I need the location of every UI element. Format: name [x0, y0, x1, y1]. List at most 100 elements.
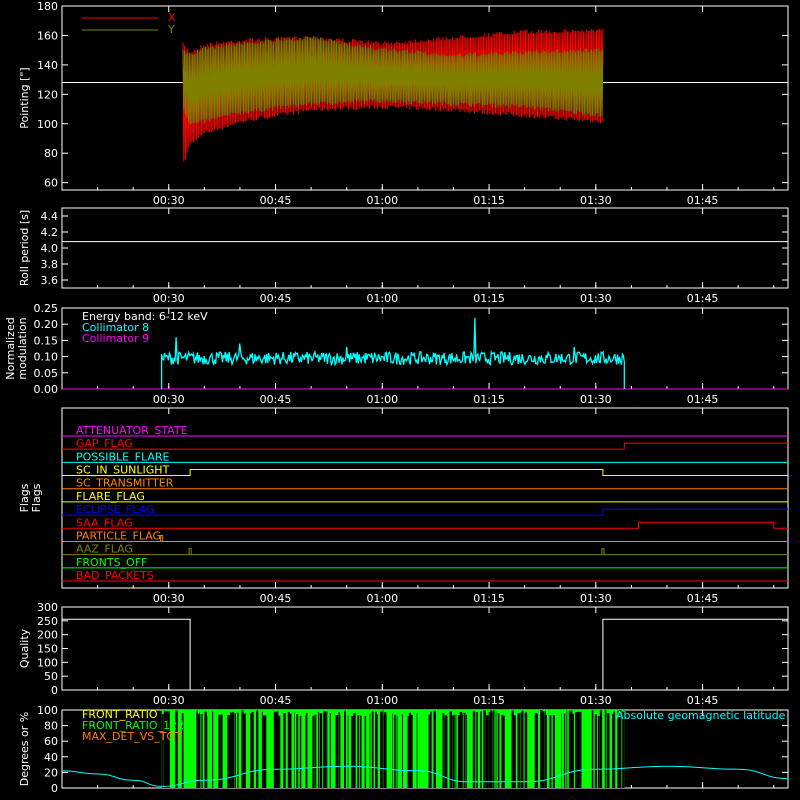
front-ratio-gap: [607, 713, 610, 788]
front-ratio-gap: [369, 713, 371, 788]
legend-label: Collimator 9: [82, 332, 149, 345]
front-ratio-gap: [580, 711, 582, 788]
y-tick-label: 60: [44, 735, 58, 748]
panel-frame: [61, 5, 789, 191]
y-tick-label: 0.00: [34, 383, 59, 396]
front-ratio-gap: [237, 712, 239, 788]
x-tick-label: 01:00: [366, 592, 398, 605]
front-ratio-gap: [250, 713, 253, 788]
front-ratio-gap: [353, 713, 356, 788]
front-ratio-gap: [579, 712, 581, 788]
front-ratio-gap: [323, 711, 326, 788]
front-ratio-gap: [306, 712, 308, 788]
front-ratio-gap: [364, 716, 367, 788]
front-ratio-gap: [476, 712, 478, 788]
front-ratio-gap: [416, 713, 418, 788]
front-ratio-gap: [572, 713, 574, 788]
front-ratio-gap: [513, 715, 516, 788]
y-tick-label: 200: [37, 629, 58, 642]
flag-label: SC_IN_SUNLIGHT: [76, 464, 170, 477]
x-tick-label: 00:30: [153, 694, 185, 707]
front-ratio-gap: [243, 714, 246, 788]
y-tick-label: 3.8: [41, 258, 59, 271]
y-tick-label: 4.2: [41, 226, 59, 239]
front-ratio-gap: [204, 711, 207, 788]
x-tick-label: 01:15: [473, 694, 505, 707]
front-ratio-gap: [517, 713, 519, 788]
x-tick-label: 00:45: [260, 694, 292, 707]
front-ratio-gap: [442, 713, 445, 788]
legend-label: Absolute geomagnetic latitude: [616, 709, 786, 722]
flag-line: [62, 508, 788, 516]
y-axis-label: Pointing ["]: [18, 67, 31, 128]
front-ratio-gap: [371, 711, 374, 788]
front-ratio-gap: [480, 711, 482, 788]
flag-label: FRONTS_OFF: [76, 556, 147, 569]
flag-pulse: [601, 548, 605, 555]
series-y-pointing: [182, 35, 604, 125]
x-tick-label: 01:15: [473, 194, 505, 207]
x-tick-label: 00:30: [153, 292, 185, 305]
x-tick-label: 01:45: [687, 194, 719, 207]
front-ratio-gap: [382, 710, 384, 788]
front-ratio-gap: [318, 711, 320, 788]
y-tick-label: 0: [51, 782, 58, 795]
x-tick-label: 00:30: [153, 592, 185, 605]
front-ratio-gap: [552, 715, 555, 788]
flag-line: [62, 442, 788, 450]
front-ratio-gap: [430, 711, 432, 788]
x-tick-label: 01:15: [473, 292, 505, 305]
front-ratio-gap: [166, 710, 169, 788]
y-tick-label: 20: [44, 766, 58, 779]
flag-label: GAP_FLAG: [76, 437, 133, 450]
front-ratio-gap: [488, 711, 492, 788]
front-ratio-gap: [410, 714, 413, 788]
x-tick-label: 01:00: [366, 393, 398, 406]
front-ratio-gap: [497, 713, 500, 788]
front-ratio-gap: [263, 715, 267, 788]
front-ratio-gap: [525, 712, 527, 788]
front-ratio-gap: [218, 714, 221, 788]
flag-label: AAZ_FLAG: [76, 543, 133, 556]
front-ratio-gap: [394, 714, 396, 788]
y-axis-label: Normalized: [4, 317, 17, 379]
y-tick-label: 60: [44, 177, 58, 190]
front-ratio-gap: [495, 711, 497, 788]
front-ratio-gap: [347, 715, 349, 788]
front-ratio-gap: [329, 713, 331, 788]
front-ratio-gap: [251, 711, 254, 788]
front-ratio-gap: [261, 711, 263, 788]
front-ratio-gap: [537, 715, 538, 788]
front-ratio-gap: [196, 710, 198, 788]
flag-label: BAD_PACKETS: [76, 569, 154, 582]
front-ratio-gap: [344, 710, 346, 788]
x-tick-label: 01:15: [473, 393, 505, 406]
front-ratio-gap: [294, 712, 295, 788]
x-tick-label: 01:30: [580, 694, 612, 707]
y-tick-label: 160: [37, 29, 58, 42]
front-ratio-gap: [540, 710, 543, 788]
legend-label: FRONT_RATIO: [82, 708, 158, 721]
front-ratio-gap: [407, 716, 411, 788]
series-collimator-8: [160, 317, 625, 389]
front-ratio-gaps: [161, 710, 625, 788]
y-tick-label: 0.20: [34, 318, 59, 331]
front-ratio-gap: [276, 711, 279, 788]
flag-label: ECLIPSE_FLAG: [76, 503, 155, 516]
legend-label: FRONT_RATIO_1225: [82, 719, 191, 732]
front-ratio-gap: [164, 710, 166, 788]
front-ratio-gap: [577, 711, 580, 788]
y-tick-label: 180: [37, 0, 58, 13]
y-axis-label: Roll period [s]: [18, 210, 31, 286]
y-tick-label: 50: [44, 670, 58, 683]
x-tick-label: 01:00: [366, 194, 398, 207]
flag-label: FLARE_FLAG: [76, 490, 145, 503]
legend-label: Collimator 8: [82, 321, 149, 334]
y-tick-label: 3.6: [41, 274, 59, 287]
front-ratio-gap: [167, 713, 170, 788]
y-axis-label: Degrees or %: [18, 712, 31, 786]
front-ratio-gap: [325, 712, 327, 788]
front-ratio-gap: [521, 710, 524, 788]
front-ratio-gap: [312, 715, 315, 788]
front-ratio-gap: [277, 715, 281, 788]
